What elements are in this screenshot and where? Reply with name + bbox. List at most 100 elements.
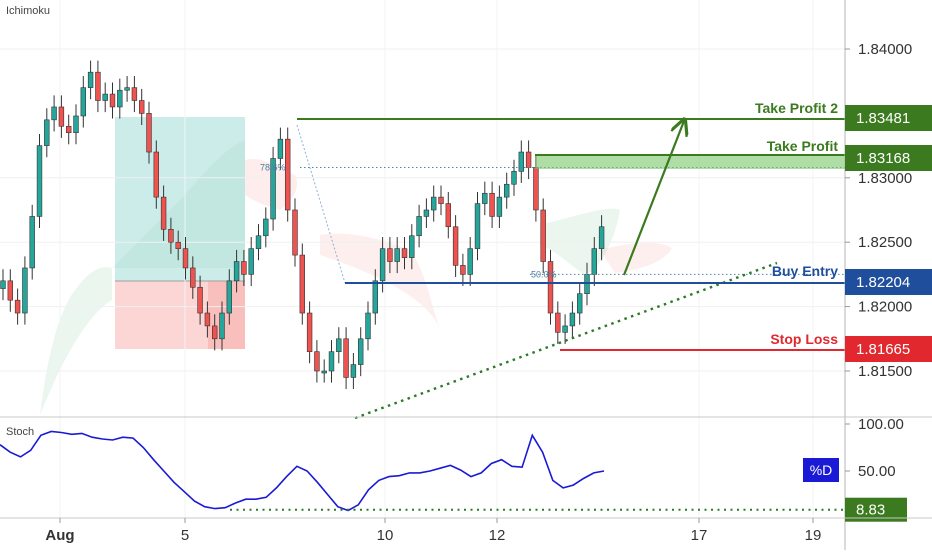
candle-body xyxy=(547,261,554,314)
price-tick-label: 1.84000 xyxy=(858,41,912,58)
candle-body xyxy=(401,248,408,258)
candle-body xyxy=(379,248,386,282)
candle-body xyxy=(284,138,291,211)
candle-body xyxy=(14,299,21,314)
candle-body xyxy=(328,351,335,372)
candle-body xyxy=(212,325,218,340)
candle-body xyxy=(73,115,79,134)
candle-body xyxy=(22,267,28,314)
candle-body xyxy=(182,248,189,269)
candle-body xyxy=(474,203,481,249)
candle-body xyxy=(29,216,35,269)
stoch-tick-label: 100.00 xyxy=(858,416,904,433)
price-level-value: 1.81665 xyxy=(856,341,910,358)
candle-body xyxy=(168,229,174,243)
price-levels: Take Profit 2 Take Profit Buy Entry Stop Lo… xyxy=(297,100,845,351)
candle-body xyxy=(197,286,203,314)
price-level-label: Take Profit 2 xyxy=(755,100,838,116)
price-level-badge xyxy=(845,105,932,131)
price-level-badge xyxy=(845,269,932,295)
lower-indicator-label: Stoch xyxy=(6,426,35,438)
candle-body xyxy=(263,218,269,237)
candle-body xyxy=(343,338,349,378)
candle-body xyxy=(482,192,488,204)
candle-body xyxy=(58,106,65,127)
candle-body xyxy=(95,71,101,101)
time-axis[interactable]: Aug 5 10 12 17 19 xyxy=(45,518,821,544)
price-level-badge xyxy=(845,145,932,171)
candle-body xyxy=(416,216,422,237)
candle-body xyxy=(387,248,393,262)
candle-body xyxy=(66,125,72,134)
price-level-label: Stop Loss xyxy=(770,331,838,347)
candle-body xyxy=(365,312,371,340)
time-tick-label: 10 xyxy=(377,527,394,544)
stoch-series-badge xyxy=(803,458,839,482)
candle-body xyxy=(219,312,225,340)
price-level-value: 1.83481 xyxy=(856,110,910,127)
candle-body xyxy=(0,280,6,289)
candle-body xyxy=(241,261,247,275)
candle-body xyxy=(518,151,525,172)
candle-body xyxy=(124,87,130,91)
candle-body xyxy=(80,87,87,117)
candle-body xyxy=(445,203,451,228)
candle-body xyxy=(591,248,598,275)
candle-body xyxy=(255,235,262,249)
fib-786-label: 78.6% xyxy=(260,162,286,172)
candle-body xyxy=(306,312,313,352)
candle-body xyxy=(357,338,364,365)
candle-body xyxy=(131,87,138,101)
candle-body xyxy=(139,100,145,114)
candle-body xyxy=(175,241,181,249)
main-indicator-label: Ichimoku xyxy=(6,5,51,17)
support-trendline xyxy=(354,261,778,420)
time-tick-label: 19 xyxy=(805,527,822,544)
candle-body xyxy=(540,209,546,262)
candle-body xyxy=(299,254,305,314)
candle-body xyxy=(270,158,276,220)
candle-body xyxy=(226,280,232,314)
candle-body xyxy=(394,248,400,262)
candle-body xyxy=(248,248,254,275)
time-tick-label: Aug xyxy=(45,527,74,544)
candle-body xyxy=(423,209,430,217)
price-axis[interactable]: 1.84000 1.83000 1.82500 1.82000 1.81500 1.834… xyxy=(845,41,932,380)
time-tick-label: 12 xyxy=(489,527,506,544)
candle-body xyxy=(372,280,378,314)
candle-body xyxy=(503,183,510,198)
candle-body xyxy=(598,226,605,249)
time-tick-label: 5 xyxy=(181,527,189,544)
candle-body xyxy=(533,167,539,211)
price-candles xyxy=(0,60,605,390)
candle-body xyxy=(292,209,298,256)
position-tool xyxy=(115,117,245,349)
candle-body xyxy=(496,196,503,217)
stoch-d-line xyxy=(0,430,605,512)
candle-body xyxy=(467,248,473,275)
price-level-value: 1.83168 xyxy=(856,150,910,167)
candle-body xyxy=(460,265,466,275)
candle-body xyxy=(160,196,167,230)
candle-body xyxy=(576,293,583,314)
candle-body xyxy=(109,93,116,108)
stoch-axis[interactable]: 100.00 50.00 %D 8.83 xyxy=(803,416,907,522)
candle-body xyxy=(51,106,57,121)
fib-500-label: 50.0% xyxy=(531,269,557,279)
candle-body xyxy=(452,226,459,266)
candle-body xyxy=(204,312,211,327)
candle-body xyxy=(489,192,495,217)
price-tick-label: 1.81500 xyxy=(858,363,912,380)
price-level-value: 1.82204 xyxy=(856,274,910,291)
candle-body xyxy=(102,93,108,101)
candle-body xyxy=(321,370,327,374)
candle-body xyxy=(7,280,14,301)
stoch-tick-label: 50.00 xyxy=(858,463,896,480)
time-tick-label: 17 xyxy=(691,527,708,544)
price-tick-label: 1.82500 xyxy=(858,234,912,251)
candle-body xyxy=(584,274,590,295)
price-tick-label: 1.83000 xyxy=(858,170,912,187)
candle-body xyxy=(117,89,123,108)
candle-body xyxy=(511,171,517,185)
